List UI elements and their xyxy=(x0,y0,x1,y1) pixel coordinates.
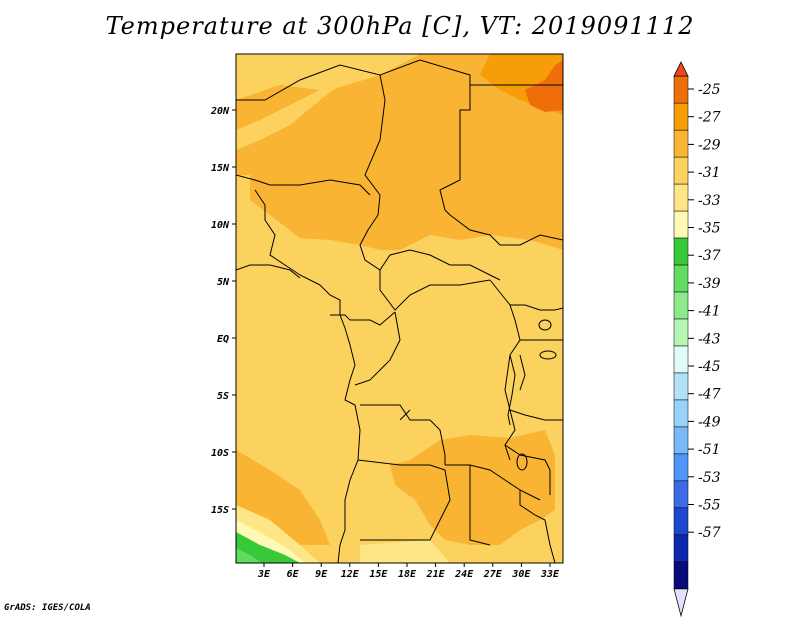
colorbar: -25 -27 -29 -31 -33 -35 -37 -39 -41 -43 -45 -47 -49 -… xyxy=(673,61,721,618)
colorbar-label: -29 xyxy=(698,137,721,153)
lat-tick-label: 10S xyxy=(211,448,229,459)
colorbar-top-arrow xyxy=(673,61,689,77)
field-region-south-pale xyxy=(360,540,450,563)
colorbar-label: -27 xyxy=(698,110,721,126)
lat-tick-label: 10N xyxy=(211,220,230,231)
field-region-sw-green xyxy=(236,532,300,563)
colorbar-label: -41 xyxy=(698,304,721,320)
colorbar-swatch xyxy=(673,156,689,185)
field-region-sw-lightgreen xyxy=(236,548,262,563)
lon-tick-label: 18E xyxy=(398,569,417,580)
field-region-northeast-core xyxy=(525,60,563,112)
lat-tick-label: 15S xyxy=(211,505,229,516)
lon-tick-label: 27E xyxy=(483,569,503,580)
colorbar-label: -37 xyxy=(698,248,721,264)
colorbar-swatch xyxy=(673,453,689,482)
field-region-west-sahara xyxy=(236,85,320,130)
colorbar-swatch xyxy=(673,561,689,590)
colorbar-swatch xyxy=(673,75,689,104)
lat-tick-label: 15N xyxy=(211,163,230,174)
latitude-axis: 20N 15N 10N 5N EQ 5S 10S 15S xyxy=(210,106,236,516)
colorbar-swatch xyxy=(673,237,689,266)
colorbar-label: -25 xyxy=(698,82,721,98)
colorbar-swatch xyxy=(673,507,689,536)
lat-tick-label: 5N xyxy=(217,277,230,288)
lon-tick-label: 21E xyxy=(426,569,446,580)
country-borders xyxy=(236,59,563,563)
chart-title: Temperature at 300hPa [C], VT: 201909111… xyxy=(105,12,695,40)
temperature-field xyxy=(236,54,563,563)
colorbar-label: -53 xyxy=(698,470,721,486)
lakes xyxy=(507,319,557,471)
lon-tick-label: 24E xyxy=(454,569,474,580)
colorbar-label: -35 xyxy=(698,221,721,237)
colorbar-swatch xyxy=(673,426,689,455)
lon-tick-label: 9E xyxy=(315,569,328,580)
colorbar-bottom-arrow xyxy=(673,588,689,618)
colorbar-swatch xyxy=(673,318,689,347)
colorbar-swatch xyxy=(673,102,689,131)
lon-tick-label: 30E xyxy=(511,569,531,580)
colorbar-swatch xyxy=(673,399,689,428)
colorbar-label: -39 xyxy=(698,276,721,292)
colorbar-swatch xyxy=(673,129,689,158)
colorbar-swatch xyxy=(673,210,689,239)
lat-tick-label: 20N xyxy=(210,106,230,117)
grads-credit: GrADS: IGES/COLA xyxy=(4,603,91,613)
colorbar-label: -49 xyxy=(698,414,721,430)
longitude-axis: 3E 6E 9E 12E 15E 18E 21E 24E 27E 30E 33E xyxy=(257,563,560,580)
colorbar-swatch xyxy=(673,183,689,212)
lon-tick-label: 33E xyxy=(540,569,560,580)
lon-tick-label: 6E xyxy=(287,569,300,580)
colorbar-swatch xyxy=(673,534,689,563)
field-region-zambia xyxy=(390,430,555,545)
colorbar-label: -57 xyxy=(698,525,721,541)
map-frame xyxy=(235,53,564,564)
colorbar-swatch xyxy=(673,345,689,374)
lat-tick-label: 5S xyxy=(217,391,229,402)
field-region-sahara xyxy=(236,54,563,250)
colorbar-label: -55 xyxy=(698,498,721,514)
colorbar-label: -47 xyxy=(698,387,721,403)
colorbar-label: -43 xyxy=(698,331,721,347)
colorbar-label: -33 xyxy=(698,193,721,209)
lon-tick-label: 3E xyxy=(257,569,271,580)
lon-tick-label: 15E xyxy=(369,569,388,580)
lon-tick-label: 12E xyxy=(341,569,360,580)
colorbar-swatch xyxy=(673,372,689,401)
colorbar-label: -45 xyxy=(698,359,721,375)
lat-tick-label: EQ xyxy=(217,334,229,345)
colorbar-swatch xyxy=(673,291,689,320)
colorbar-swatch xyxy=(673,264,689,293)
colorbar-label: -51 xyxy=(698,442,721,458)
colorbar-label: -31 xyxy=(698,165,721,181)
colorbar-swatch xyxy=(673,480,689,509)
